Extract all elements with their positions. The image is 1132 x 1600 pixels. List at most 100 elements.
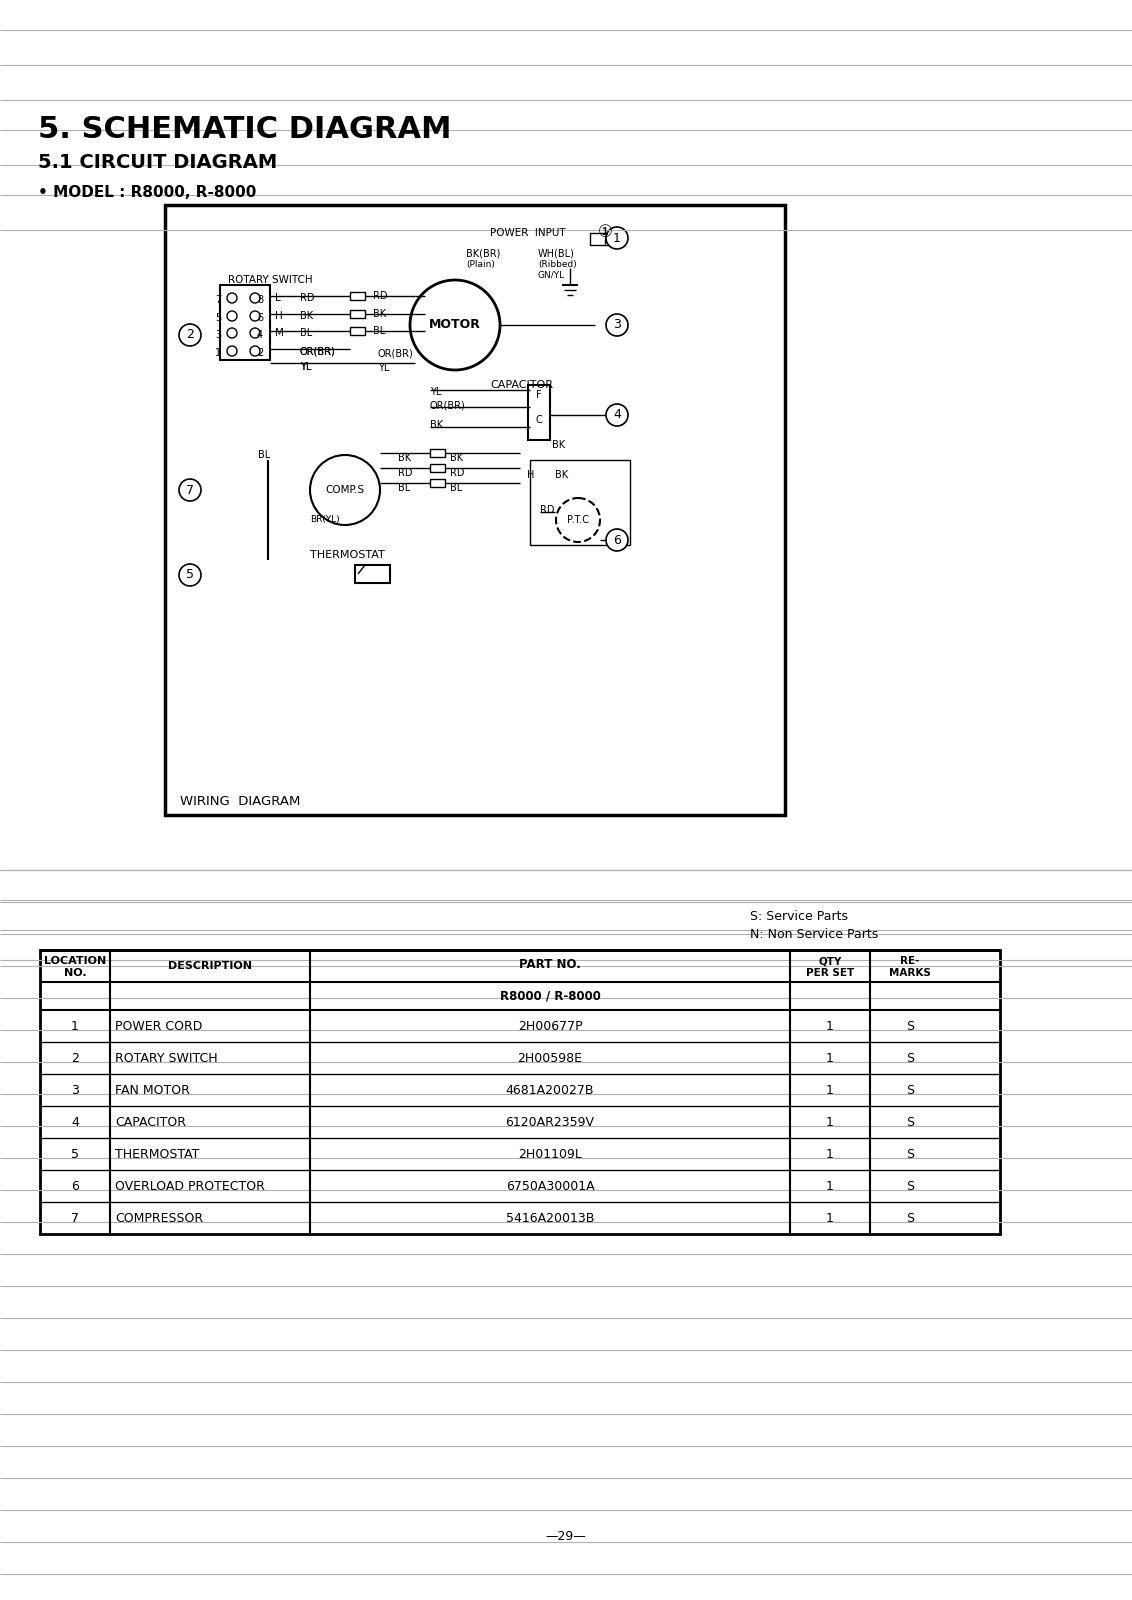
Text: BL: BL [451, 483, 462, 493]
Text: L: L [275, 293, 281, 302]
Text: 7: 7 [215, 294, 221, 306]
Text: S: S [906, 1115, 914, 1128]
Text: (Plain): (Plain) [466, 259, 495, 269]
Text: 8: 8 [257, 294, 263, 306]
Text: S: Service Parts: S: Service Parts [751, 910, 848, 923]
Text: 1: 1 [826, 1147, 834, 1160]
Bar [530, 461, 631, 546]
Bar [430, 450, 445, 458]
Circle shape [250, 346, 260, 357]
Bar [350, 310, 365, 318]
Text: 5. SCHEMATIC DIAGRAM: 5. SCHEMATIC DIAGRAM [38, 115, 452, 144]
Circle shape [606, 314, 628, 336]
Text: RD: RD [540, 506, 555, 515]
Text: 4: 4 [257, 330, 263, 341]
Text: 4681A20027B: 4681A20027B [506, 1083, 594, 1096]
Text: 1: 1 [826, 1179, 834, 1192]
Text: 5416A20013B: 5416A20013B [506, 1211, 594, 1224]
Text: F: F [537, 390, 542, 400]
Text: BL: BL [300, 328, 312, 338]
Text: POWER CORD: POWER CORD [115, 1019, 203, 1032]
Text: 1: 1 [826, 1083, 834, 1096]
Text: 3: 3 [614, 318, 621, 331]
Text: 1: 1 [826, 1211, 834, 1224]
Text: CAPACITOR: CAPACITOR [490, 379, 554, 390]
Text: FAN MOTOR: FAN MOTOR [115, 1083, 190, 1096]
Text: S: S [906, 1051, 914, 1064]
Text: YL: YL [300, 362, 311, 371]
Text: (Ribbed): (Ribbed) [538, 259, 576, 269]
Text: 1: 1 [826, 1019, 834, 1032]
Text: 1: 1 [614, 232, 621, 245]
Text: P.T.C: P.T.C [567, 515, 589, 525]
Text: RD: RD [451, 467, 464, 478]
Text: 7: 7 [71, 1211, 79, 1224]
Text: S: S [906, 1083, 914, 1096]
Text: BR(YL): BR(YL) [310, 515, 340, 525]
Text: 4: 4 [614, 408, 621, 421]
Text: BK: BK [430, 419, 443, 430]
Text: BK: BK [552, 440, 565, 450]
Text: GN/YL: GN/YL [538, 270, 565, 278]
Text: S: S [906, 1147, 914, 1160]
Text: R8000 / R-8000: R8000 / R-8000 [499, 989, 600, 1003]
Text: 5.1 CIRCUIT DIAGRAM: 5.1 CIRCUIT DIAGRAM [38, 154, 277, 171]
Text: 1: 1 [71, 1019, 79, 1032]
Text: THERMOSTAT: THERMOSTAT [310, 550, 385, 560]
Text: WH(BL): WH(BL) [538, 248, 575, 258]
Text: THERMOSTAT: THERMOSTAT [115, 1147, 199, 1160]
Text: CAPACITOR: CAPACITOR [115, 1115, 186, 1128]
Text: —29—: —29— [546, 1530, 586, 1542]
Text: S: S [906, 1211, 914, 1224]
Circle shape [179, 323, 201, 346]
Circle shape [606, 403, 628, 426]
Bar [350, 326, 365, 334]
Text: 1: 1 [826, 1051, 834, 1064]
Bar [590, 234, 620, 245]
Text: POWER  INPUT: POWER INPUT [490, 227, 566, 238]
Bar [350, 291, 365, 301]
Text: DESCRIPTION: DESCRIPTION [168, 962, 252, 971]
Text: BK: BK [398, 453, 411, 462]
Circle shape [250, 293, 260, 302]
Circle shape [606, 530, 628, 550]
Bar [220, 285, 271, 360]
Text: 5: 5 [186, 568, 194, 581]
Text: OR(BR): OR(BR) [300, 346, 336, 357]
Text: RD: RD [398, 467, 412, 478]
Text: 5: 5 [215, 314, 221, 323]
Text: 6750A30001A: 6750A30001A [506, 1179, 594, 1192]
Circle shape [179, 565, 201, 586]
Text: 1: 1 [826, 1115, 834, 1128]
Circle shape [228, 328, 237, 338]
Text: 6: 6 [71, 1179, 79, 1192]
Circle shape [228, 346, 237, 357]
Text: N: Non Service Parts: N: Non Service Parts [751, 928, 878, 941]
Bar [430, 464, 445, 472]
Text: BK: BK [555, 470, 568, 480]
Circle shape [250, 310, 260, 322]
Text: YL: YL [430, 387, 441, 397]
Text: S: S [906, 1179, 914, 1192]
Text: OR(BR): OR(BR) [378, 349, 414, 358]
Text: 6: 6 [614, 533, 621, 547]
Text: 7: 7 [186, 483, 194, 496]
Circle shape [310, 454, 380, 525]
Text: ①: ① [598, 222, 612, 242]
Text: COMPRESSOR: COMPRESSOR [115, 1211, 203, 1224]
Text: 3: 3 [71, 1083, 79, 1096]
Text: M: M [275, 328, 284, 338]
Text: BK(BR): BK(BR) [466, 248, 500, 258]
Text: 1: 1 [215, 349, 221, 358]
Text: OR(BR): OR(BR) [300, 346, 336, 357]
Text: BK: BK [451, 453, 463, 462]
Text: WIRING  DIAGRAM: WIRING DIAGRAM [180, 795, 300, 808]
Text: ROTARY SWITCH: ROTARY SWITCH [228, 275, 312, 285]
Text: • MODEL : R8000, R-8000: • MODEL : R8000, R-8000 [38, 186, 256, 200]
Text: C: C [535, 414, 542, 426]
Bar [165, 205, 784, 814]
Circle shape [228, 310, 237, 322]
Text: 5: 5 [71, 1147, 79, 1160]
Text: OR(BR): OR(BR) [430, 400, 465, 410]
Circle shape [410, 280, 500, 370]
